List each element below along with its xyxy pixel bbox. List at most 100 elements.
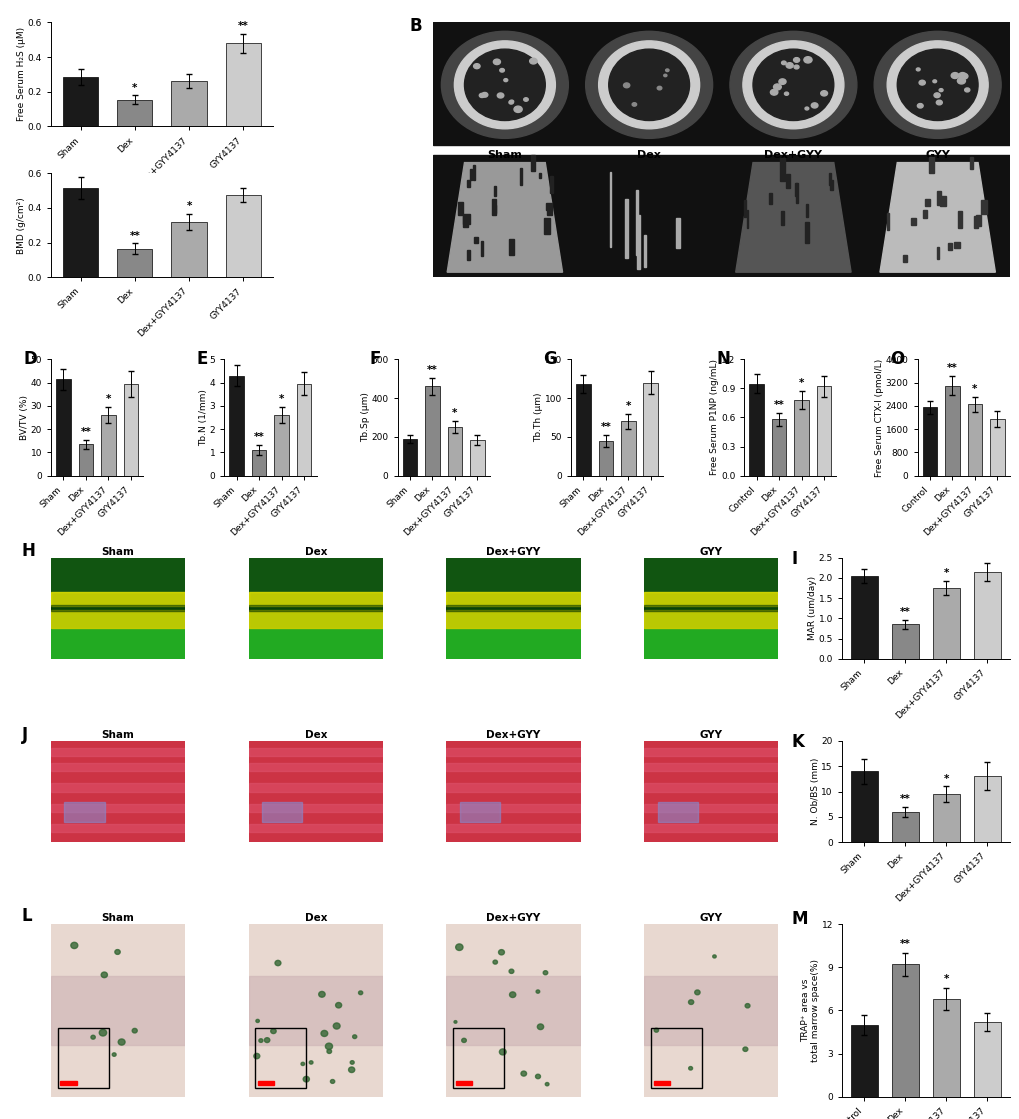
Ellipse shape <box>318 991 325 997</box>
Bar <box>850 1025 877 1097</box>
Ellipse shape <box>301 1062 305 1065</box>
Bar <box>922 407 936 476</box>
Ellipse shape <box>321 1031 327 1036</box>
Bar <box>892 624 918 659</box>
Text: Dex+GYY: Dex+GYY <box>763 150 821 160</box>
Title: Sham: Sham <box>102 547 135 557</box>
Bar <box>255 1027 306 1088</box>
Bar <box>538 172 540 178</box>
Ellipse shape <box>897 49 977 121</box>
Ellipse shape <box>545 1082 548 1085</box>
Bar <box>973 572 1000 659</box>
Ellipse shape <box>91 1035 95 1040</box>
Bar <box>446 763 580 771</box>
Ellipse shape <box>441 31 568 139</box>
Bar <box>491 199 495 215</box>
Bar <box>576 384 590 476</box>
Bar <box>543 218 549 234</box>
Bar <box>78 444 93 476</box>
Y-axis label: Tb.Sp (μm): Tb.Sp (μm) <box>361 393 370 442</box>
Ellipse shape <box>309 1061 313 1064</box>
Ellipse shape <box>462 1038 466 1043</box>
Ellipse shape <box>499 1049 505 1055</box>
Ellipse shape <box>327 1050 331 1053</box>
Ellipse shape <box>665 69 668 72</box>
Bar <box>249 610 383 629</box>
Bar <box>636 190 637 255</box>
Bar <box>262 801 303 821</box>
Bar <box>469 169 472 180</box>
Ellipse shape <box>270 1028 276 1034</box>
Title: Dex+GYY: Dex+GYY <box>486 547 540 557</box>
Ellipse shape <box>663 74 666 77</box>
Bar <box>101 415 115 476</box>
Bar <box>51 747 185 756</box>
Bar <box>850 771 877 843</box>
Ellipse shape <box>325 1043 332 1050</box>
Ellipse shape <box>473 64 480 68</box>
Text: **: ** <box>81 426 91 436</box>
Y-axis label: Free Serum H₂S (μM): Free Serum H₂S (μM) <box>17 27 26 122</box>
Ellipse shape <box>688 1066 692 1070</box>
Text: N: N <box>716 350 730 368</box>
Bar <box>979 199 985 214</box>
Ellipse shape <box>514 106 522 112</box>
Ellipse shape <box>964 88 969 92</box>
Ellipse shape <box>303 1076 309 1082</box>
Ellipse shape <box>330 1080 334 1083</box>
Bar <box>446 803 580 811</box>
Ellipse shape <box>510 100 514 103</box>
Y-axis label: Free Serum CTX-I (pmol/L): Free Serum CTX-I (pmol/L) <box>874 358 883 477</box>
Bar <box>892 965 918 1097</box>
Ellipse shape <box>632 103 636 106</box>
Ellipse shape <box>521 1071 526 1076</box>
Title: Sham: Sham <box>102 913 135 923</box>
Text: *: * <box>971 384 976 394</box>
Polygon shape <box>879 162 995 272</box>
Bar <box>467 250 470 261</box>
Bar <box>781 211 783 225</box>
Title: Dex+GYY: Dex+GYY <box>486 913 540 923</box>
Bar <box>598 441 612 476</box>
Bar <box>520 168 522 185</box>
Bar <box>460 801 499 821</box>
Ellipse shape <box>536 990 539 994</box>
Bar <box>51 824 185 833</box>
Bar <box>446 976 580 1045</box>
Ellipse shape <box>453 1021 457 1023</box>
Text: GYY: GYY <box>924 150 949 160</box>
Bar <box>927 157 933 172</box>
Ellipse shape <box>873 31 1001 139</box>
Ellipse shape <box>915 68 919 70</box>
Text: I: I <box>791 549 797 567</box>
Text: Sham: Sham <box>487 150 522 160</box>
Ellipse shape <box>256 1019 259 1023</box>
Bar <box>644 976 777 1045</box>
Ellipse shape <box>275 960 280 966</box>
Y-axis label: TRAP⁺ area vs
total marrow space(%): TRAP⁺ area vs total marrow space(%) <box>800 959 819 1062</box>
Bar <box>64 801 105 821</box>
Y-axis label: BMD (g/cm²): BMD (g/cm²) <box>17 197 26 254</box>
Bar <box>644 803 777 811</box>
Bar <box>816 386 830 476</box>
Bar <box>621 422 635 476</box>
Ellipse shape <box>510 991 516 997</box>
Bar <box>886 213 888 231</box>
Bar <box>51 605 185 611</box>
Text: M: M <box>791 911 807 929</box>
Ellipse shape <box>623 83 629 87</box>
Text: H: H <box>21 543 36 561</box>
Bar <box>446 592 580 606</box>
Bar <box>625 199 628 258</box>
Bar <box>249 747 383 756</box>
Bar <box>249 783 383 791</box>
Ellipse shape <box>742 1047 747 1052</box>
Ellipse shape <box>916 104 922 109</box>
Text: *: * <box>943 774 948 784</box>
Ellipse shape <box>112 1053 116 1056</box>
Bar <box>973 1022 1000 1097</box>
Bar <box>447 427 462 476</box>
Bar <box>458 203 463 215</box>
Text: **: ** <box>947 364 957 374</box>
Bar <box>644 824 777 833</box>
